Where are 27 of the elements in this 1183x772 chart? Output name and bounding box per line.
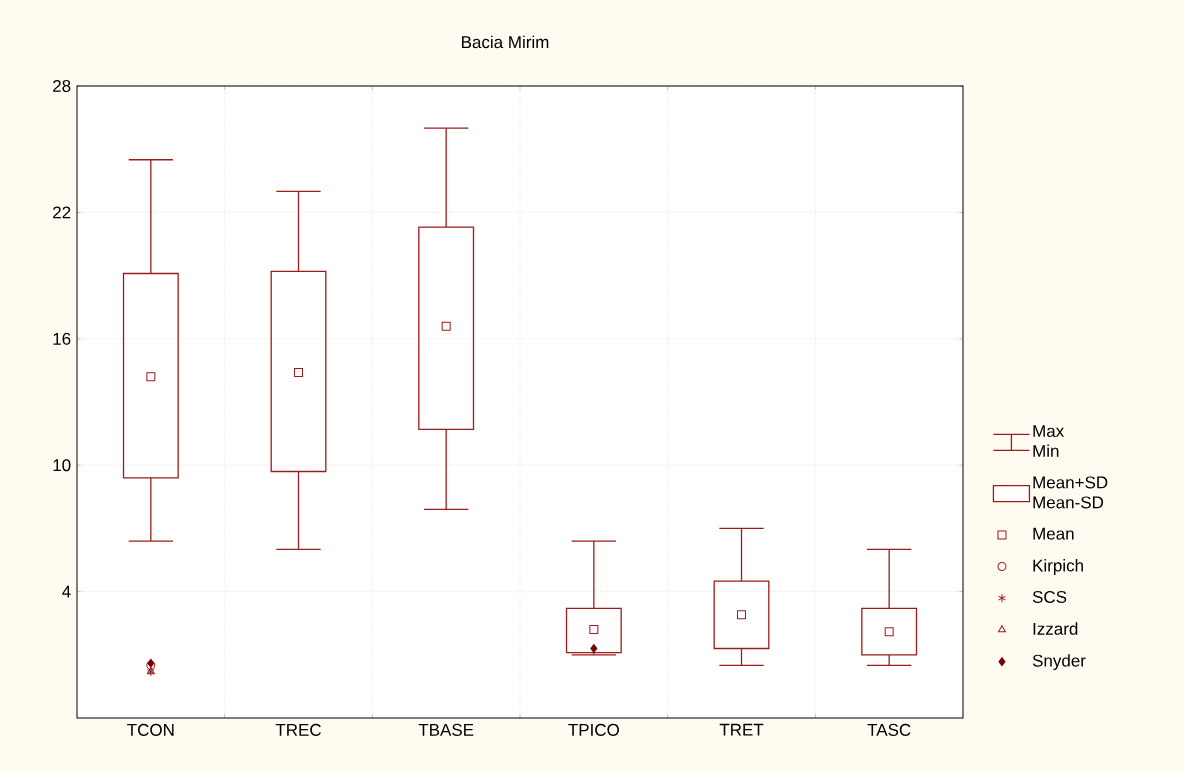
x-tick-label: TREC xyxy=(275,723,321,736)
x-tick-label: TBASE xyxy=(418,723,474,736)
y-tick-label: 22 xyxy=(53,206,71,219)
x-tick-label: TRET xyxy=(719,723,764,736)
y-tick-label: 16 xyxy=(53,332,71,345)
chart-title: Bacia Mirim xyxy=(462,35,549,49)
text: Mean-SD xyxy=(1033,496,1104,509)
point xyxy=(441,321,451,331)
x-tick-label: TASC xyxy=(867,723,911,736)
x-tick-label: TCON xyxy=(127,723,174,736)
text: Max xyxy=(1033,425,1065,438)
y-tick-label: 10 xyxy=(53,459,71,472)
legend-label: SCS xyxy=(1032,590,1067,603)
point xyxy=(590,643,598,653)
text: Mean+SD xyxy=(1033,476,1108,489)
text: Min xyxy=(1033,444,1059,457)
legend-label: Snyder xyxy=(1032,654,1086,671)
point xyxy=(884,627,894,637)
point xyxy=(146,372,156,382)
legend-label: Mean xyxy=(1033,527,1074,540)
point xyxy=(589,625,599,635)
point xyxy=(737,610,746,620)
legend-label: Izzard xyxy=(1033,622,1078,635)
legend-label: Kirpich xyxy=(1033,559,1083,575)
y-tick-label: 28 xyxy=(53,79,71,93)
y-tick-label: 4 xyxy=(62,585,71,598)
x-tick-label: TPICO xyxy=(568,723,619,736)
